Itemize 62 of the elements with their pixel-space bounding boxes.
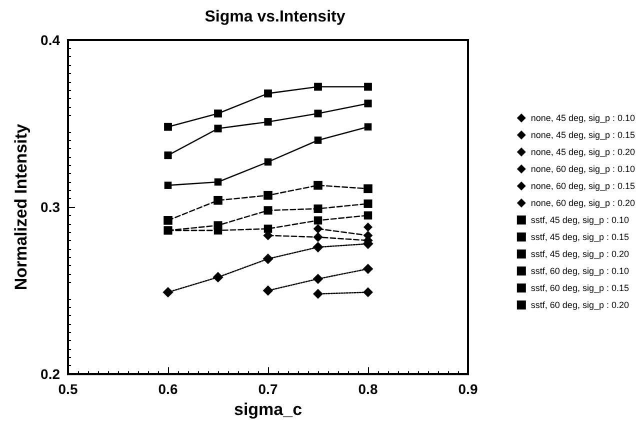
x-tick-label: 0.5 — [58, 381, 78, 398]
legend-label: sstf, 45 deg, sig_p : 0.15 — [530, 232, 629, 242]
x-tick-label: 0.7 — [258, 381, 278, 398]
legend-label: sstf, 60 deg, sig_p : 0.20 — [530, 300, 629, 310]
legend-label: none, 60 deg, sig_p : 0.15 — [530, 181, 636, 191]
point — [314, 204, 322, 213]
point — [214, 196, 222, 205]
point — [312, 242, 324, 252]
point — [264, 118, 272, 126]
point — [364, 184, 372, 194]
legend-label: sstf, 60 deg, sig_p : 0.10 — [530, 266, 629, 276]
point — [314, 180, 322, 190]
point — [314, 216, 322, 225]
point — [262, 254, 274, 264]
x-tick-label: 0.8 — [358, 381, 378, 398]
legend-label: sstf, 45 deg, sig_p : 0.10 — [530, 215, 629, 225]
point — [314, 136, 322, 144]
point — [364, 100, 372, 108]
point — [162, 286, 174, 298]
point — [364, 82, 372, 91]
point — [313, 224, 323, 234]
legend-label: none, 45 deg, sig_p : 0.15 — [530, 130, 636, 140]
y-tick-label: 0.4 — [40, 32, 60, 48]
point — [312, 274, 324, 284]
legend-label: none, 60 deg, sig_p : 0.20 — [530, 198, 636, 208]
y-tick-label: 0.2 — [40, 366, 60, 382]
point — [214, 226, 222, 235]
y-axis-title: Normalized Intensity — [12, 123, 31, 290]
legend-label: none, 45 deg, sig_p : 0.20 — [530, 147, 636, 157]
point — [262, 285, 274, 296]
chart-title: Sigma vs.Intensity — [204, 8, 346, 26]
point — [164, 122, 172, 131]
x-tick-label: 0.9 — [458, 381, 478, 398]
point — [164, 216, 172, 225]
x-axis-title: sigma_c — [234, 400, 302, 419]
legend-label: none, 45 deg, sig_p : 0.10 — [530, 113, 636, 123]
point — [364, 199, 372, 208]
point — [214, 178, 222, 186]
point — [364, 211, 372, 220]
point — [214, 124, 222, 132]
point — [214, 110, 222, 118]
y-tick-label: 0.3 — [40, 199, 60, 216]
point — [362, 264, 374, 274]
point — [314, 82, 322, 91]
point — [164, 182, 172, 189]
point — [313, 288, 323, 299]
point — [212, 272, 224, 283]
legend-label: none, 60 deg, sig_p : 0.10 — [530, 164, 636, 174]
point — [264, 190, 272, 200]
point — [363, 222, 373, 232]
point — [314, 110, 322, 118]
point — [313, 232, 323, 242]
point — [264, 158, 272, 166]
point — [363, 287, 373, 298]
legend-label: sstf, 45 deg, sig_p : 0.20 — [530, 249, 629, 259]
x-tick-label: 0.6 — [158, 381, 178, 398]
point — [264, 206, 272, 215]
legend-label: sstf, 60 deg, sig_p : 0.15 — [530, 283, 629, 293]
point — [264, 90, 272, 98]
point — [164, 151, 172, 160]
point — [364, 123, 372, 131]
point — [264, 224, 272, 233]
